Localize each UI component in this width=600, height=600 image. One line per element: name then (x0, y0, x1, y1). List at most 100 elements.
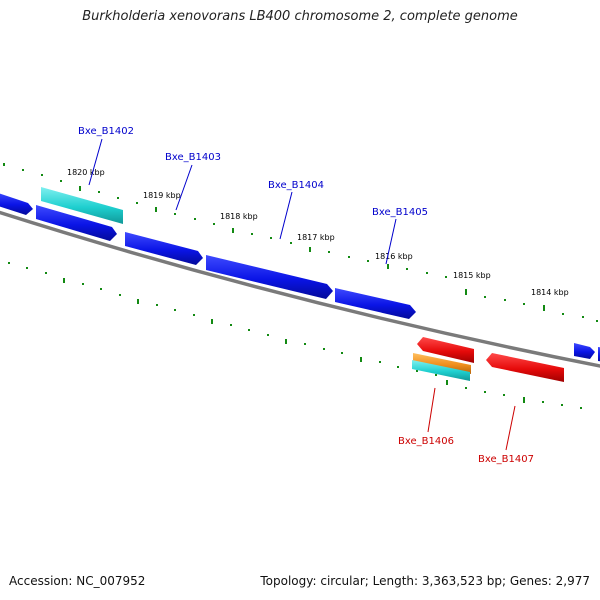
scale-dot (348, 256, 350, 258)
scale-dot (213, 223, 215, 225)
scale-dot (8, 262, 10, 264)
scale-major-tick (137, 299, 139, 304)
reverse-gene-arrow[interactable] (417, 337, 474, 363)
scale-dot (193, 314, 195, 316)
scale-dot (416, 370, 418, 372)
gene-label-bxe-b1405[interactable]: Bxe_B1405 (372, 207, 428, 218)
scale-dot (3, 163, 5, 166)
scale-dot (341, 352, 343, 354)
scale-dot (328, 251, 330, 253)
scale-dot (426, 272, 428, 274)
scale-label: 1816 kbp (375, 252, 413, 261)
scale-dot (504, 299, 506, 301)
gene-label-bxe-b1407[interactable]: Bxe_B1407 (478, 454, 534, 465)
forward-gene-arrow[interactable] (206, 255, 333, 299)
scale-dot (367, 260, 369, 262)
forward-gene-arrow[interactable] (125, 232, 203, 265)
scale-dot (82, 283, 84, 285)
scale-dot (503, 394, 505, 396)
rna-gene-bar[interactable] (412, 360, 470, 381)
scale-dot (41, 174, 43, 176)
scale-major-tick (465, 289, 467, 295)
scale-dot (542, 401, 544, 403)
scale-major-tick (446, 380, 448, 385)
scale-dot (267, 334, 269, 336)
scale-dot (596, 320, 598, 322)
scale-major-tick (543, 305, 545, 311)
outer-scale-ring (3, 163, 598, 322)
reverse-strand-track (412, 337, 564, 382)
forward-strand-track (0, 187, 600, 362)
callout-line (175, 164, 193, 211)
forward-gene-arrow[interactable] (36, 205, 117, 241)
reverse-gene-callouts (427, 387, 516, 451)
scale-dot (100, 288, 102, 290)
scale-dot (26, 267, 28, 269)
scale-label: 1819 kbp (143, 191, 181, 200)
map-title: Burkholderia xenovorans LB400 chromosome… (82, 9, 518, 24)
misc-feature-bar[interactable] (413, 353, 471, 374)
scale-label: 1818 kbp (220, 212, 258, 221)
scale-major-tick (63, 278, 65, 283)
scale-major-tick (232, 228, 234, 233)
scale-dot (60, 180, 62, 182)
scale-dot (230, 324, 232, 326)
scale-dot (174, 213, 176, 215)
scale-dot (580, 407, 582, 409)
scale-dot (304, 343, 306, 345)
forward-gene-arrow[interactable] (0, 192, 33, 215)
forward-gene-arrow[interactable] (574, 343, 595, 359)
gene-label-bxe-b1403[interactable]: Bxe_B1403 (165, 152, 221, 163)
scale-dot (435, 374, 437, 376)
forward-gene-arrow[interactable] (335, 288, 416, 319)
scale-dot (22, 169, 24, 171)
rna-gene-bar[interactable] (41, 187, 123, 224)
scale-dot (562, 313, 564, 315)
scale-dot (98, 191, 100, 193)
scale-dot (136, 202, 138, 204)
gene-labels: Bxe_B1402 Bxe_B1403 Bxe_B1404 Bxe_B1405 … (78, 126, 534, 465)
scale-dot (561, 404, 563, 406)
scale-dot (119, 294, 121, 296)
callout-line (505, 405, 516, 451)
scale-major-tick (79, 186, 81, 191)
scale-label: 1817 kbp (297, 233, 335, 242)
scale-dot (484, 391, 486, 393)
scale-dot (379, 361, 381, 363)
callout-line (279, 191, 293, 240)
callout-line (88, 138, 103, 186)
scale-dot (582, 316, 584, 318)
scale-major-tick (309, 247, 311, 252)
scale-major-tick (155, 207, 157, 212)
accession-label: Accession: NC_007952 (9, 574, 146, 588)
inner-scale-ring (8, 262, 582, 409)
scale-dot (251, 233, 253, 235)
scale-dot (523, 303, 525, 305)
callout-line (385, 218, 397, 265)
scale-dot (45, 272, 47, 274)
scale-dot (117, 197, 119, 199)
gene-label-bxe-b1402[interactable]: Bxe_B1402 (78, 126, 134, 137)
scale-dot (270, 237, 272, 239)
scale-dot (323, 348, 325, 350)
scale-label: 1814 kbp (531, 288, 569, 297)
scale-major-tick (285, 339, 287, 344)
scale-major-tick (211, 319, 213, 324)
scale-dot (248, 329, 250, 331)
scale-dot (194, 218, 196, 220)
scale-label: 1815 kbp (453, 271, 491, 280)
reverse-gene-arrow[interactable] (486, 353, 564, 382)
genome-summary-label: Topology: circular; Length: 3,363,523 bp… (260, 574, 590, 588)
scale-major-tick (360, 357, 362, 362)
scale-dot (406, 268, 408, 270)
gene-label-bxe-b1404[interactable]: Bxe_B1404 (268, 180, 324, 191)
scale-dot (484, 296, 486, 298)
chromosome-backbone (0, 210, 600, 368)
scale-dot (445, 276, 447, 278)
callout-line (427, 387, 436, 433)
scale-dot (156, 304, 158, 306)
forward-gene-callouts (88, 138, 397, 265)
gene-label-bxe-b1406[interactable]: Bxe_B1406 (398, 436, 454, 447)
scale-dot (290, 242, 292, 244)
